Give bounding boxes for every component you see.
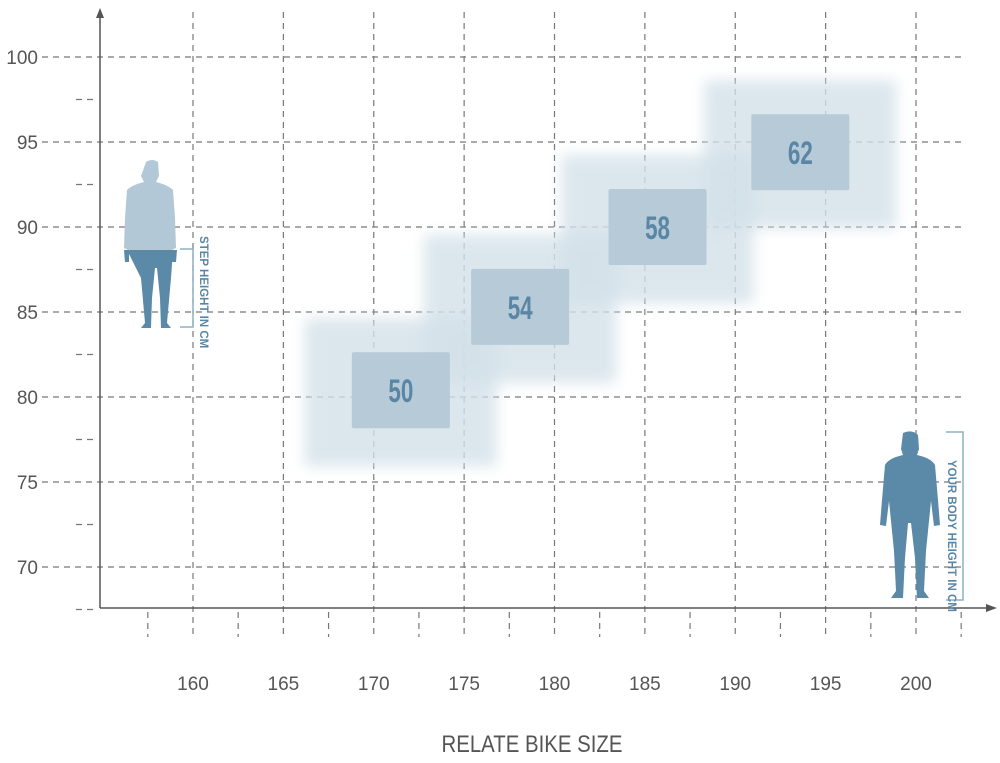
x-tick-label: 160 [177,674,209,695]
x-tick-label: 165 [268,674,300,695]
step-height-label: STEP HEIGHT IN CM [197,236,209,348]
x-tick-label: 170 [358,674,390,695]
y-axis-arrow-icon [96,8,104,18]
axes [96,8,997,612]
y-tick-label: 75 [17,473,38,494]
size-box-label: 62 [788,135,813,171]
x-axis-arrow-icon [986,604,997,612]
x-tick-label: 185 [629,674,661,695]
x-axis-label: RELATE BIKE SIZE [442,730,623,757]
size-box-label: 58 [645,210,670,246]
x-tick-labels: 160 165 170 175 180 185 190 195 200 [177,674,932,695]
x-tick-label: 190 [719,674,751,695]
x-tick-label: 180 [539,674,571,695]
x-tick-label: 195 [810,674,842,695]
size-box [471,268,570,345]
y-tick-label: 95 [17,133,38,154]
body-height-figure-icon [880,431,940,598]
size-box [751,114,850,191]
x-tick-label: 175 [448,674,480,695]
body-height-bracket [946,431,964,601]
size-box-label: 54 [508,290,533,326]
size-boxes: 50 54 58 62 [351,114,850,429]
y-tick-label: 85 [17,303,38,324]
step-height-bracket [180,248,194,328]
y-tick-label: 90 [17,218,38,239]
size-box-label: 50 [388,373,413,409]
size-box [608,189,707,265]
body-height-label: YOUR BODY HEIGHT IN CM [945,460,957,612]
x-tick-label: 200 [900,674,932,695]
y-tick-labels: 70 75 80 85 90 95 100 [6,48,38,579]
y-tick-label: 80 [17,388,38,409]
step-height-figure-icon [124,160,177,328]
y-tick-label: 70 [17,558,38,579]
y-tick-label: 100 [6,48,38,69]
size-box [351,352,450,429]
